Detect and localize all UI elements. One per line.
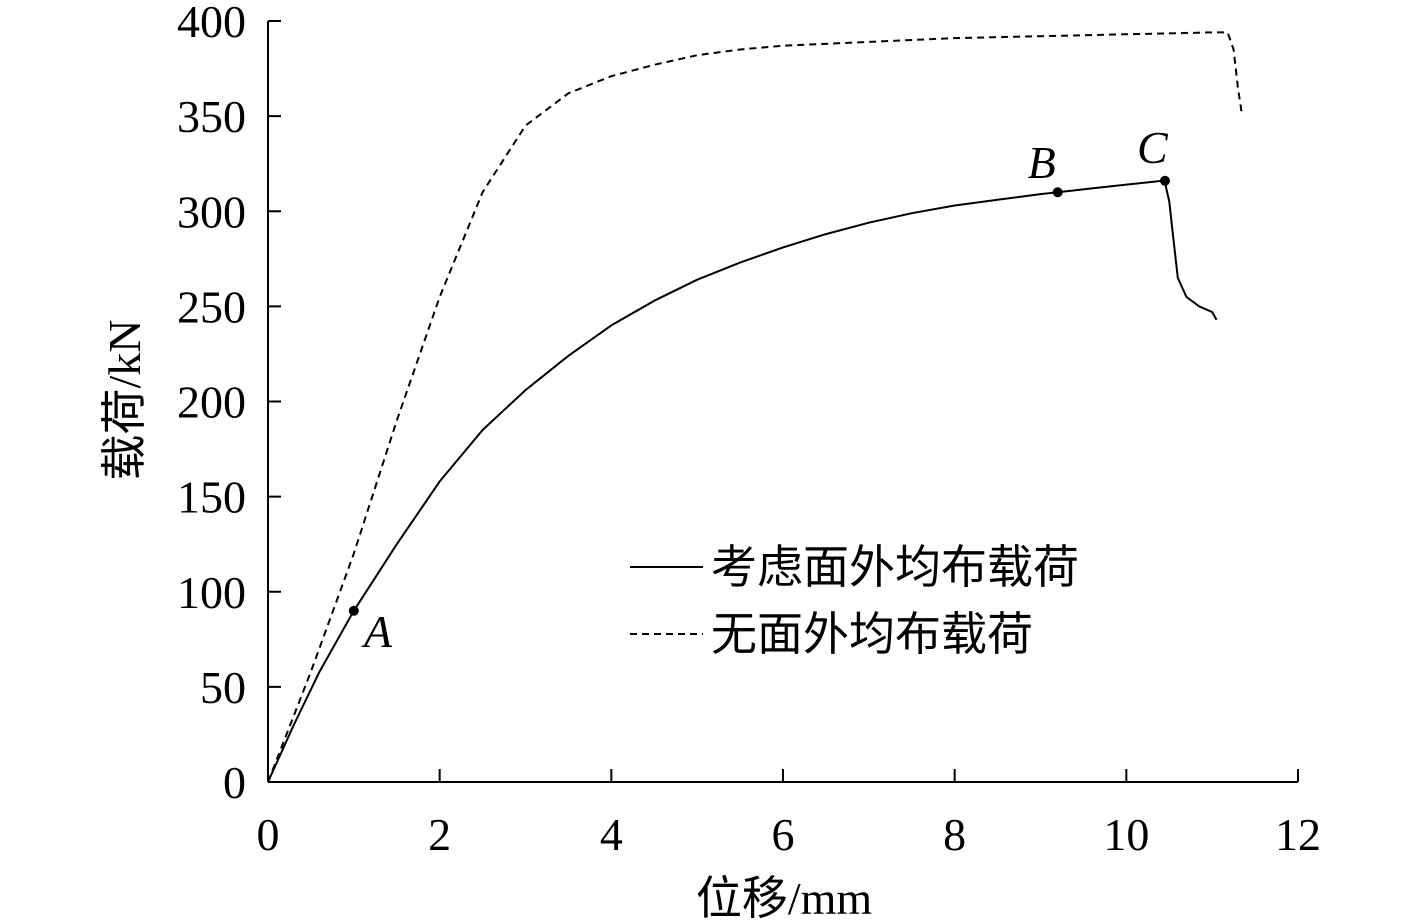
x-axis-title: 位移/mm: [696, 873, 873, 924]
y-axis-title: 载荷/kN: [99, 320, 150, 481]
series-line-1: [267, 179, 1218, 783]
series-line-2: [267, 31, 1244, 783]
x-tick-label: 8: [943, 809, 966, 860]
y-tick-label: 150: [177, 472, 246, 523]
y-tick-label: 50: [200, 662, 246, 713]
legend: 考虑面外均布载荷 无面外均布载荷: [630, 542, 1079, 660]
y-tick-label: 200: [177, 377, 246, 428]
legend-label-series-2: 无面外均布载荷: [711, 609, 1033, 660]
point-a-marker: [348, 605, 359, 616]
point-b-marker: [1052, 187, 1063, 198]
x-tick-label: 12: [1275, 809, 1321, 860]
marked-points: A B C: [348, 122, 1170, 657]
y-tick-label: 0: [223, 757, 246, 808]
x-tick-label: 4: [600, 809, 623, 860]
x-tick-label: 6: [772, 809, 795, 860]
y-axis-ticks: 0 50 100 150 200 250 300 350 400: [177, 0, 281, 808]
series-layer: [267, 31, 1244, 783]
x-tick-label: 10: [1103, 809, 1149, 860]
point-a-label: A: [361, 606, 393, 657]
y-tick-label: 350: [177, 91, 246, 142]
x-tick-label: 0: [257, 809, 280, 860]
x-axis-ticks: 0 2 4 6 8 10 12: [257, 769, 1321, 860]
y-tick-label: 300: [177, 186, 246, 237]
y-tick-label: 250: [177, 281, 246, 332]
y-tick-label: 100: [177, 567, 246, 618]
legend-label-series-1: 考虑面外均布载荷: [711, 542, 1079, 593]
point-c-marker: [1159, 175, 1170, 186]
x-tick-label: 2: [428, 809, 451, 860]
y-tick-label: 400: [177, 0, 246, 47]
point-c-label: C: [1137, 122, 1169, 173]
point-b-label: B: [1028, 137, 1056, 188]
